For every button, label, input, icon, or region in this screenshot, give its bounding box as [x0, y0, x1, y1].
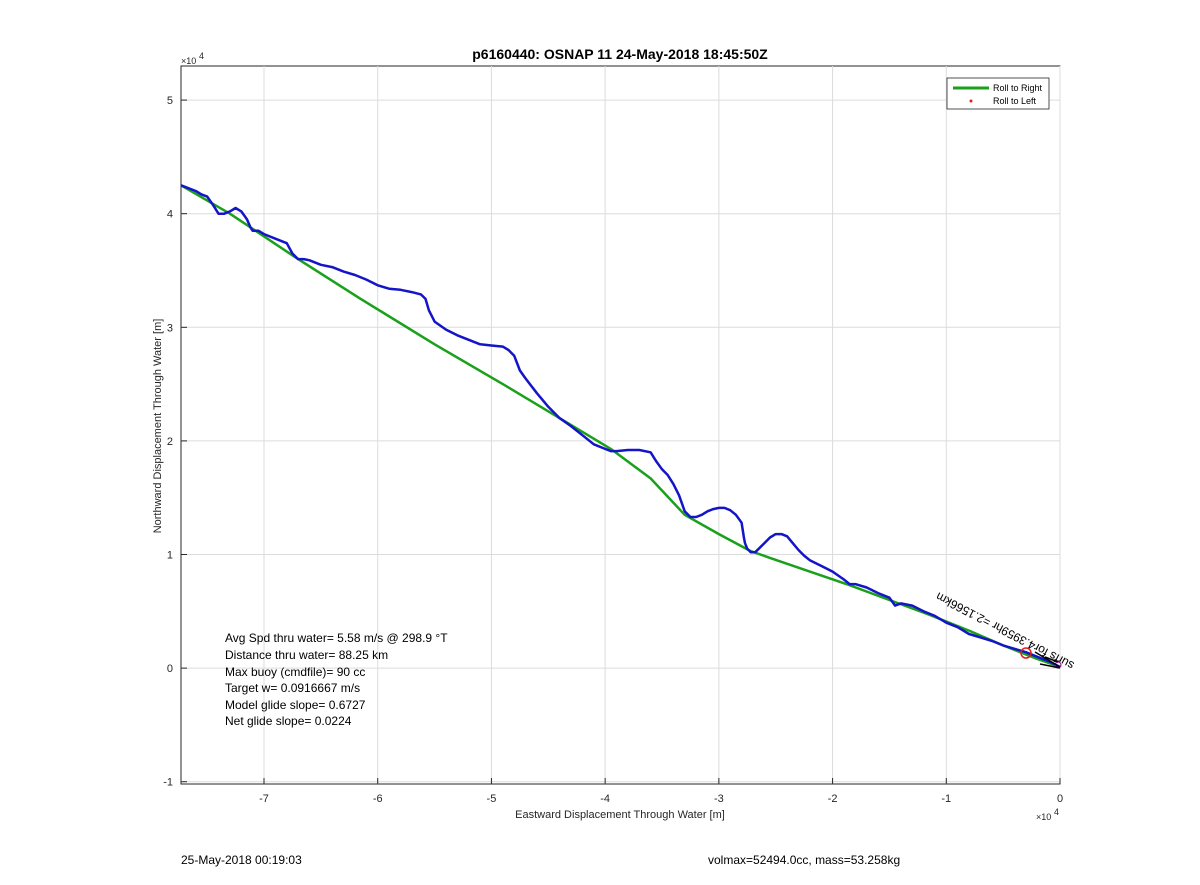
stat-max-buoy: Max buoy (cmdfile)= 90 cc [225, 665, 365, 679]
y-axis-exponent: ×10 4 [181, 51, 204, 66]
y-tick-label: 4 [167, 209, 173, 221]
x-axis-exponent: ×10 4 [1036, 807, 1059, 822]
stat-net-glide: Net glide slope= 0.0224 [225, 714, 352, 728]
x-tick-label: -5 [487, 793, 497, 805]
y-tick-label: 3 [167, 322, 173, 334]
stat-model-glide: Model glide slope= 0.6727 [225, 698, 366, 712]
x-tick-label: -2 [828, 793, 838, 805]
legend-label-roll-left: Roll to Left [993, 96, 1037, 106]
track-line [180, 184, 1061, 669]
surface-marker [1020, 647, 1032, 659]
x-tick-label: -4 [600, 793, 610, 805]
y-tick-label: 0 [167, 663, 173, 675]
y-exponent-base: ×10 [181, 56, 196, 66]
x-tick-label: -1 [941, 793, 951, 805]
stat-target-w: Target w= 0.0916667 m/s [225, 681, 360, 695]
stats-box: Avg Spd thru water= 5.58 m/s @ 298.9 °T … [225, 631, 448, 728]
legend-box [946, 77, 1050, 110]
surface-arrow [1034, 651, 1061, 668]
x-exponent-power: 4 [1054, 807, 1059, 817]
surface-arrow [1039, 663, 1061, 669]
y-tick-label: 1 [167, 550, 173, 562]
x-tick-label: -7 [259, 793, 269, 805]
y-tick-label: -1 [163, 777, 173, 789]
y-tick-label: 2 [167, 436, 173, 448]
stat-distance: Distance thru water= 88.25 km [225, 648, 388, 662]
stat-avg-speed: Avg Spd thru water= 5.58 m/s @ 298.9 °T [225, 631, 448, 645]
footer-info: volmax=52494.0cc, mass=53.258kg [708, 853, 901, 867]
x-tick-label: -3 [714, 793, 724, 805]
y-tick-label: 5 [167, 95, 173, 107]
y-exponent-power: 4 [199, 51, 204, 61]
legend-marker-roll-left [969, 99, 973, 103]
series-group [180, 184, 1061, 669]
y-axis-label: Northward Displacement Through Water [m] [152, 319, 164, 534]
surface-arrow [1044, 656, 1059, 663]
legend: Roll to Right Roll to Left [946, 77, 1050, 110]
glider-marks [1020, 647, 1062, 669]
legend-label-roll-right: Roll to Right [993, 83, 1043, 93]
footer-timestamp: 25-May-2018 00:19:03 [181, 853, 302, 867]
x-axis-label: Eastward Displacement Through Water [m] [515, 809, 725, 821]
x-tick-label: 0 [1057, 793, 1063, 805]
x-axis-ticks: -7 -6 -5 -4 -3 -2 -1 0 [259, 778, 1063, 805]
chart-title: p6160440: OSNAP 11 24-May-2018 18:45:50Z [472, 46, 768, 62]
x-exponent-base: ×10 [1036, 812, 1051, 822]
x-tick-label: -6 [373, 793, 383, 805]
plot-area [180, 65, 1061, 785]
y-axis-ticks: -1 0 1 2 3 4 5 [163, 95, 187, 789]
grid [181, 66, 1061, 784]
